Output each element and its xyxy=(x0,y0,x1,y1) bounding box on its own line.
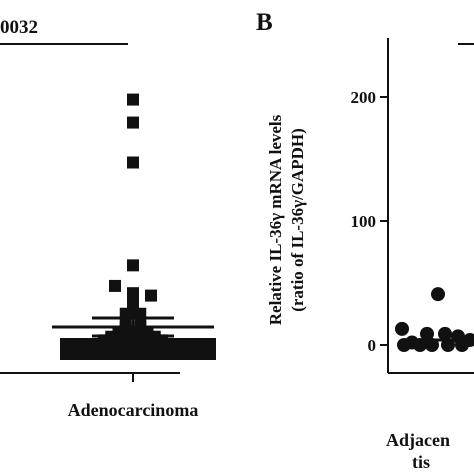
data-point-circle xyxy=(420,326,434,341)
y-label-b: Relative IL-36γ mRNA levels (ratio of IL… xyxy=(266,114,307,325)
data-point-square xyxy=(60,338,73,360)
points-group-a xyxy=(60,93,216,360)
data-point-square xyxy=(99,338,112,360)
mean-sem-group-a xyxy=(52,316,214,338)
data-point-square xyxy=(203,338,216,360)
data-point-square xyxy=(177,338,190,360)
points-group-b xyxy=(395,287,474,352)
data-point-square xyxy=(145,289,157,302)
data-point-square xyxy=(127,287,139,300)
y-tick-label: 100 xyxy=(351,212,377,231)
data-point-square xyxy=(127,93,139,106)
x-category-label-b-1: Adjacen xyxy=(386,430,450,450)
x-category-label-b-2: tis xyxy=(412,452,430,472)
data-point-square xyxy=(164,338,177,360)
data-point-square xyxy=(127,259,139,272)
y-label-line-1: Relative IL-36γ mRNA levels xyxy=(266,114,285,325)
data-point-square xyxy=(73,338,86,360)
p-value-annotation: 0032 xyxy=(0,17,38,38)
data-point-square xyxy=(109,279,121,292)
panel-b: B Relative IL-36γ mRNA levels (ratio of … xyxy=(256,9,474,472)
y-label-line-2: (ratio of IL-36γ/GAPDH) xyxy=(288,128,307,312)
data-point-circle xyxy=(395,321,409,336)
data-point-square xyxy=(127,116,139,129)
data-point-circle xyxy=(438,326,452,341)
data-point-square xyxy=(190,338,203,360)
data-point-square xyxy=(86,338,99,360)
data-point-circle xyxy=(431,287,445,302)
y-ticks-b: 0 100 200 xyxy=(351,88,388,355)
y-tick-label: 200 xyxy=(351,88,377,107)
data-point-square xyxy=(127,298,139,311)
data-point-square xyxy=(127,156,139,169)
data-point-square xyxy=(151,338,164,360)
panel-a: 0032 Adenocarcinoma xyxy=(0,17,216,420)
data-point-square xyxy=(125,338,138,360)
x-category-label-a: Adenocarcinoma xyxy=(68,400,199,420)
y-tick-label: 0 xyxy=(368,336,377,355)
data-point-square xyxy=(112,338,125,360)
data-point-square xyxy=(138,338,151,360)
panel-label-b: B xyxy=(256,9,273,36)
